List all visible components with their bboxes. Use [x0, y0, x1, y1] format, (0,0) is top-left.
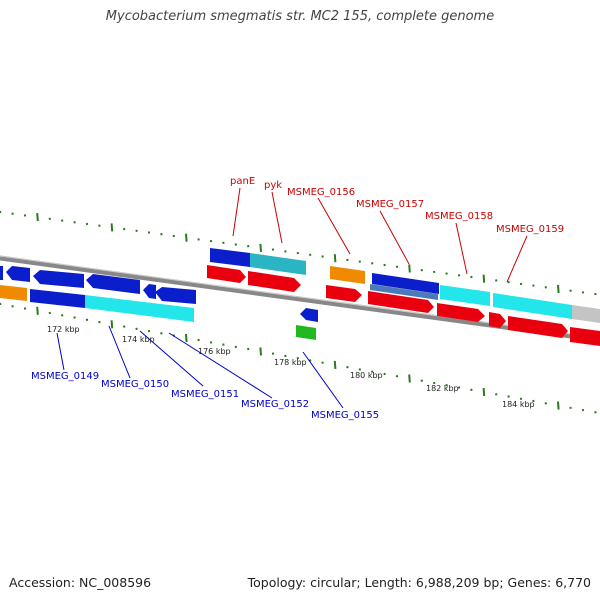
- gene-arrow[interactable]: [370, 284, 438, 300]
- gene-arrow[interactable]: [570, 327, 600, 346]
- gene-arrow[interactable]: [85, 295, 194, 322]
- tick-mark: [408, 374, 411, 383]
- scale-label: 174 kbp: [122, 335, 155, 344]
- map-title: Mycobacterium smegmatis str. MC2 155, co…: [105, 9, 495, 24]
- gene-arrow[interactable]: [155, 287, 196, 304]
- tick-mark: [333, 360, 337, 369]
- scale-labels: 172 kbp 174 kbp 176 kbp 178 kbp 180 kbp …: [47, 325, 535, 409]
- gene-arrow[interactable]: [437, 303, 485, 322]
- gene-label[interactable]: pyk: [264, 180, 282, 191]
- genome-summary-text: Topology: circular; Length: 6,988,209 bp…: [247, 575, 591, 590]
- gene-label[interactable]: MSMEG_0158: [425, 211, 493, 222]
- gene-arrow[interactable]: [489, 312, 506, 328]
- gene-label[interactable]: MSMEG_0152: [241, 399, 309, 410]
- gene-arrow[interactable]: [33, 270, 84, 288]
- gene-arrow[interactable]: [210, 248, 250, 267]
- gene-arrow[interactable]: [248, 271, 301, 292]
- gene-arrow[interactable]: [372, 273, 439, 294]
- tick-mark: [333, 254, 337, 263]
- scale-label: 178 kbp: [274, 358, 307, 367]
- tick-mark: [557, 401, 560, 410]
- tick-mark: [557, 284, 560, 294]
- scale-label: 176 kbp: [198, 347, 231, 356]
- tick-mark: [36, 306, 39, 315]
- gene-label[interactable]: MSMEG_0159: [496, 224, 564, 235]
- tick-mark: [36, 213, 39, 222]
- gene-arrow[interactable]: [0, 285, 27, 301]
- tick-mark: [185, 233, 188, 242]
- inner-tick-ring: [0, 302, 597, 414]
- gene-label[interactable]: MSMEG_0150: [101, 379, 169, 390]
- gene-arrow[interactable]: [86, 274, 140, 294]
- gene-arrow[interactable]: [330, 266, 365, 284]
- tick-mark: [259, 347, 262, 356]
- scale-label: 180 kbp: [350, 371, 383, 380]
- tick-mark: [110, 320, 114, 329]
- gene-arrow[interactable]: [300, 308, 318, 322]
- gene-arrow[interactable]: [572, 305, 600, 323]
- tick-mark: [482, 387, 486, 397]
- tick-mark: [482, 274, 486, 283]
- tick-mark: [259, 243, 262, 252]
- gene-arrow[interactable]: [440, 285, 490, 306]
- label-leaders: [56, 187, 528, 409]
- tick-mark: [110, 223, 114, 232]
- gene-label[interactable]: panE: [230, 176, 255, 187]
- tick-mark: [408, 264, 411, 273]
- accession-text: Accession: NC_008596: [9, 575, 152, 590]
- outer-tick-ring: [0, 210, 597, 296]
- gene-arrow[interactable]: [0, 266, 3, 280]
- gene-label[interactable]: MSMEG_0149: [31, 371, 99, 382]
- gene-arrow[interactable]: [250, 253, 306, 275]
- gene-arrow[interactable]: [368, 291, 434, 313]
- gene-arrow[interactable]: [143, 284, 156, 299]
- gene-label[interactable]: MSMEG_0151: [171, 389, 239, 400]
- gene-arrow[interactable]: [207, 265, 246, 283]
- forward-gene-labels: panE pyk MSMEG_0156 MSMEG_0157 MSMEG_015…: [230, 176, 564, 235]
- gene-arrow[interactable]: [30, 289, 85, 308]
- gene-arrow[interactable]: [326, 285, 362, 302]
- reverse-gene-labels: MSMEG_0149 MSMEG_0150 MSMEG_0151 MSMEG_0…: [31, 371, 379, 421]
- gene-arrow[interactable]: [296, 325, 316, 340]
- scale-label: 182 kbp: [426, 384, 459, 393]
- gene-label[interactable]: MSMEG_0155: [311, 410, 379, 421]
- tick-mark: [185, 333, 188, 342]
- gene-label[interactable]: MSMEG_0157: [356, 199, 424, 210]
- gene-arrow[interactable]: [508, 316, 568, 338]
- scale-label: 172 kbp: [47, 325, 80, 334]
- gene-arrow[interactable]: [493, 293, 572, 319]
- scale-label: 184 kbp: [502, 400, 535, 409]
- gene-features: [0, 248, 600, 346]
- gene-arrow[interactable]: [6, 266, 30, 282]
- gene-label[interactable]: MSMEG_0156: [287, 187, 355, 198]
